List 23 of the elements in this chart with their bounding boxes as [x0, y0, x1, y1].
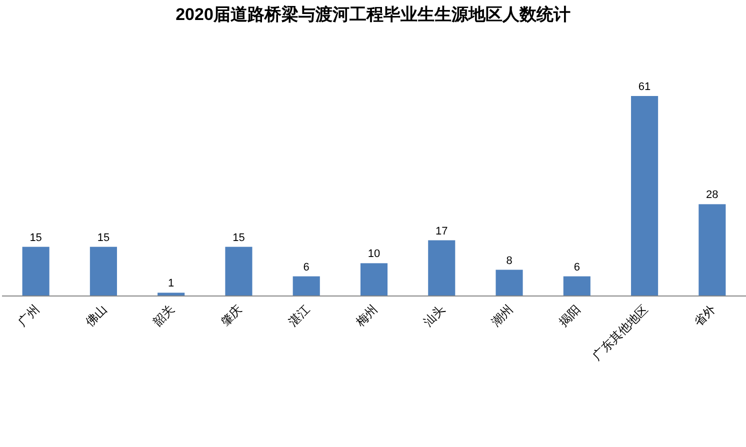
data-label: 17 — [436, 225, 448, 238]
x-tick-label: 肇庆 — [218, 302, 245, 330]
x-tick-label: 省外 — [691, 302, 718, 330]
data-label: 15 — [30, 232, 42, 244]
x-tick-label: 湛江 — [286, 302, 312, 330]
data-label: 15 — [232, 232, 245, 244]
data-label: 6 — [574, 261, 580, 274]
x-tick-label: 韶关 — [150, 302, 178, 330]
x-tick-label: 佛山 — [82, 302, 110, 330]
x-tick-label: 揭阳 — [556, 302, 584, 330]
chart-title: 2020届道路桥梁与渡河工程毕业生生源地区人数统计 — [176, 5, 570, 24]
data-label: 1 — [168, 278, 174, 290]
x-tick-label: 潮州 — [488, 302, 516, 330]
data-label: 28 — [706, 189, 718, 202]
data-label: 15 — [97, 232, 110, 244]
data-label: 8 — [506, 254, 512, 267]
x-tick-label: 广东其他地区 — [590, 302, 651, 364]
x-tick-label: 广州 — [15, 302, 42, 330]
data-label: 61 — [638, 81, 651, 93]
x-tick-label: 汕头 — [420, 302, 448, 330]
data-label: 10 — [368, 248, 380, 260]
x-tick-label: 梅州 — [352, 302, 380, 330]
data-label: 6 — [303, 261, 310, 274]
